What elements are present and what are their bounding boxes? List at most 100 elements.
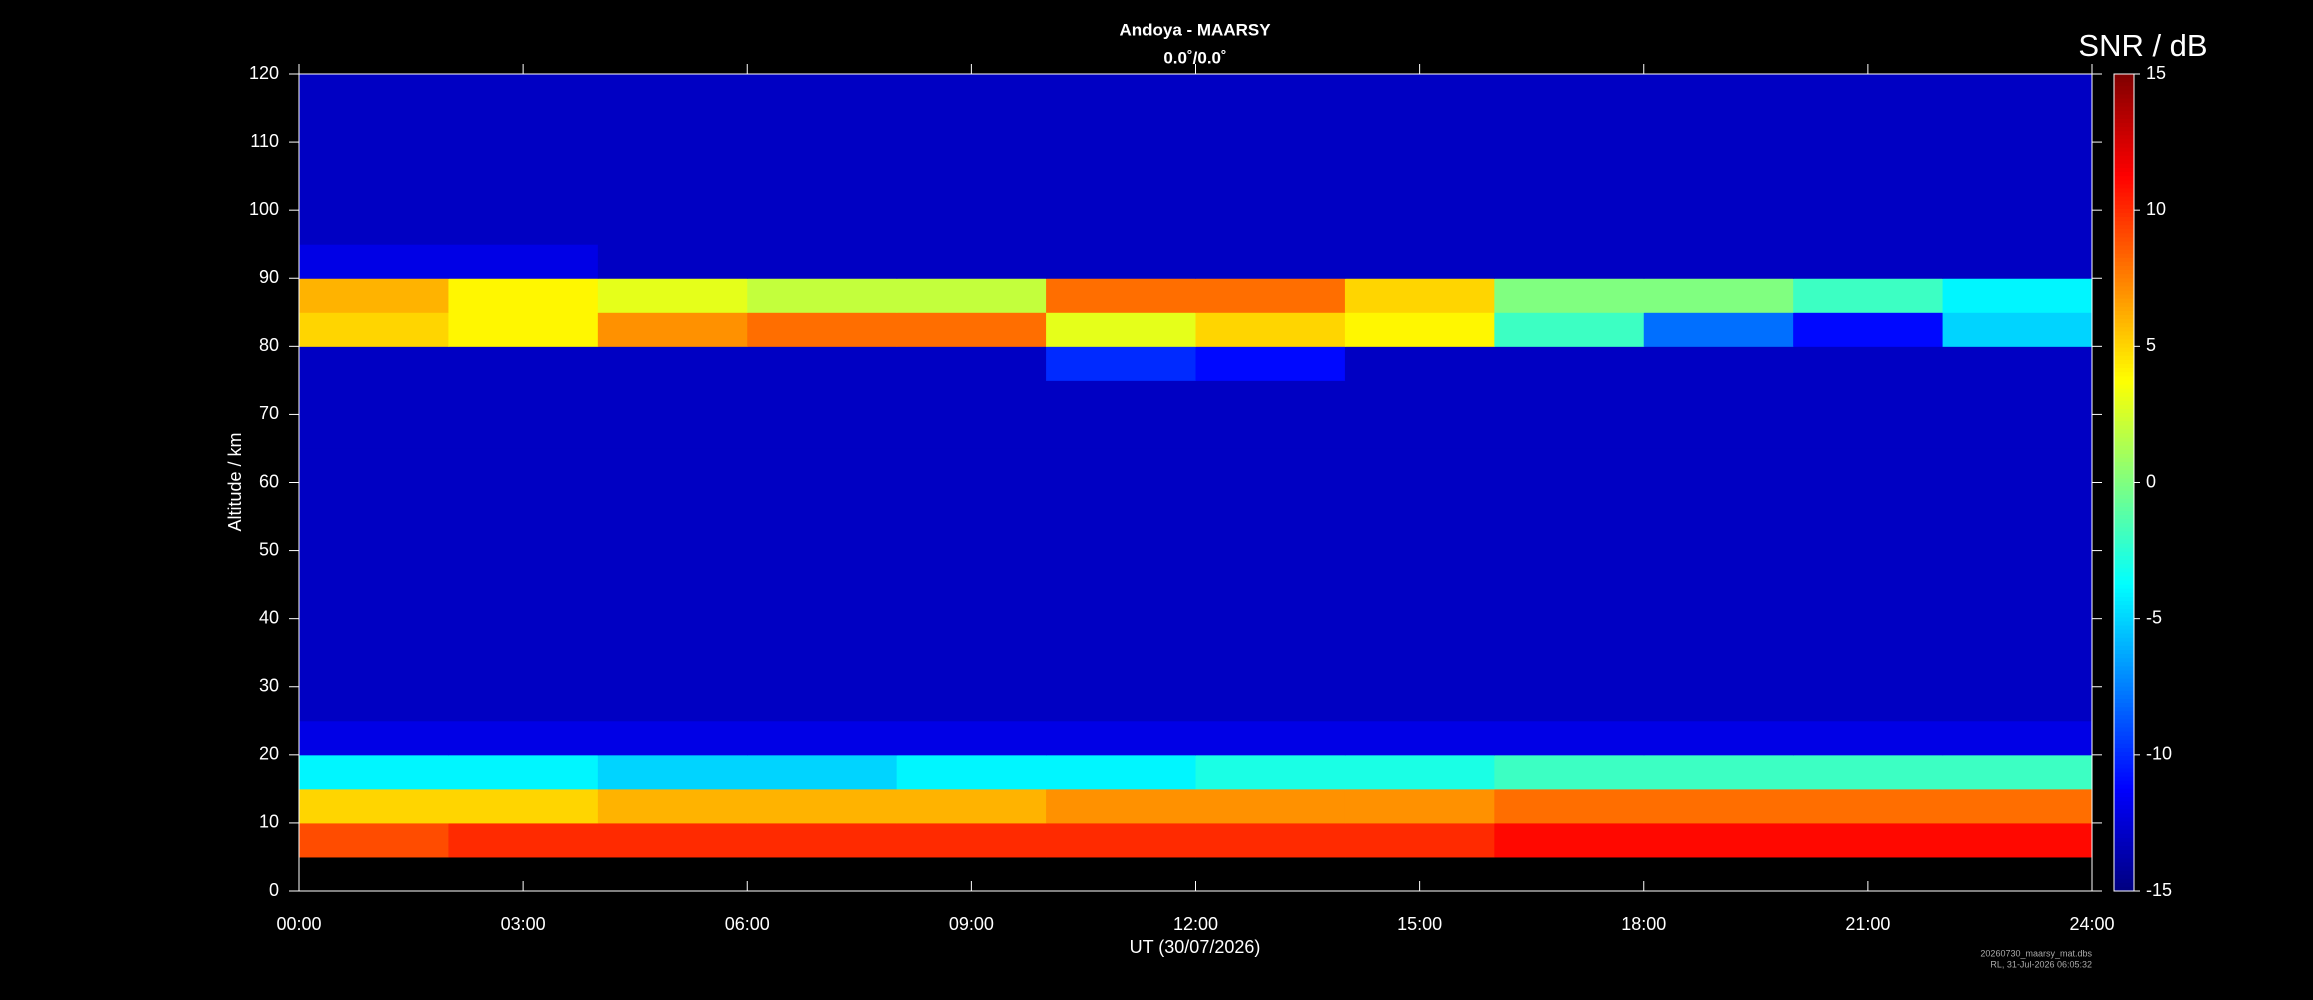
heat-cell bbox=[1494, 244, 1645, 279]
heat-cell bbox=[1643, 720, 1794, 756]
colorbar-segment bbox=[2114, 200, 2134, 206]
colorbar-segment bbox=[2114, 310, 2134, 316]
heat-cell bbox=[1195, 618, 1346, 654]
heat-cell bbox=[1942, 278, 2093, 313]
heat-cell bbox=[1494, 142, 1645, 177]
heat-cell bbox=[597, 686, 748, 722]
heat-cell bbox=[1494, 74, 1645, 109]
colorbar-segment bbox=[2114, 221, 2134, 226]
colorbar-segment bbox=[2114, 114, 2134, 120]
colorbar-segment bbox=[2114, 694, 2134, 700]
heat-cell bbox=[1195, 550, 1346, 586]
colorbar-segment bbox=[2114, 715, 2134, 721]
heat-cell bbox=[597, 108, 748, 143]
heat-cell bbox=[1793, 380, 1944, 415]
heat-cell bbox=[1046, 448, 1196, 483]
colorbar-segment bbox=[2114, 792, 2134, 798]
colorbar-segment bbox=[2114, 629, 2134, 635]
x-tick-label: 15:00 bbox=[1397, 914, 1442, 934]
heat-cell bbox=[747, 346, 898, 381]
heat-cell bbox=[299, 482, 449, 518]
colorbar-segment bbox=[2114, 731, 2134, 737]
heat-cell bbox=[1344, 652, 1495, 688]
heat-cell bbox=[1793, 686, 1944, 722]
colorbar-segment bbox=[2114, 180, 2134, 185]
heat-cell bbox=[1494, 754, 1645, 790]
heat-cell bbox=[448, 380, 599, 415]
heat-cell bbox=[1344, 516, 1495, 552]
heat-cell bbox=[1344, 686, 1495, 722]
heat-cell bbox=[1643, 652, 1794, 688]
colorbar-segment bbox=[2114, 666, 2134, 672]
colorbar-segment bbox=[2114, 261, 2134, 267]
colorbar-segment bbox=[2114, 703, 2134, 708]
heat-cell bbox=[1942, 482, 2093, 518]
colorbar-segment bbox=[2114, 735, 2134, 741]
colorbar-tick-label: 10 bbox=[2146, 199, 2166, 219]
heat-cell bbox=[1344, 788, 1495, 824]
chart-subtitle: 0.0˚/0.0˚ bbox=[1163, 48, 1226, 67]
colorbar-segment bbox=[2114, 674, 2134, 680]
colorbar-segment bbox=[2114, 74, 2134, 79]
heat-cell bbox=[896, 244, 1047, 279]
y-tick-label: 20 bbox=[259, 744, 279, 764]
colorbar-segment bbox=[2114, 649, 2134, 655]
colorbar-segment bbox=[2114, 417, 2134, 422]
colorbar-segment bbox=[2114, 388, 2134, 394]
colorbar-segment bbox=[2114, 453, 2134, 459]
heat-cell bbox=[1643, 346, 1794, 381]
heat-cell bbox=[597, 652, 748, 688]
heat-cell bbox=[299, 550, 449, 586]
colorbar-segment bbox=[2114, 817, 2134, 823]
heat-cell bbox=[1344, 584, 1495, 620]
heat-cell bbox=[1942, 346, 2093, 381]
heat-cell bbox=[299, 176, 449, 211]
heat-cell bbox=[747, 754, 898, 790]
colorbar-segment bbox=[2114, 159, 2134, 165]
colorbar-segment bbox=[2114, 270, 2134, 275]
heat-cell bbox=[896, 788, 1047, 824]
heat-cell bbox=[1793, 584, 1944, 620]
heat-cell bbox=[1793, 210, 1944, 245]
heat-cell bbox=[1494, 652, 1645, 688]
heat-cell bbox=[1494, 414, 1645, 449]
heat-cell bbox=[448, 720, 599, 756]
colorbar-segment bbox=[2114, 572, 2134, 578]
colorbar-segment bbox=[2114, 90, 2134, 96]
colorbar-segment bbox=[2114, 196, 2134, 202]
heat-cell bbox=[1643, 108, 1794, 143]
heat-cell bbox=[299, 312, 449, 347]
heat-cell bbox=[1942, 312, 2093, 347]
colorbar-segment bbox=[2114, 286, 2134, 292]
colorbar-segment bbox=[2114, 515, 2134, 520]
colorbar-segment bbox=[2114, 846, 2134, 851]
heat-cell bbox=[597, 312, 748, 347]
colorbar-segment bbox=[2114, 682, 2134, 688]
colorbar-segment bbox=[2114, 805, 2134, 810]
colorbar-segment bbox=[2114, 368, 2134, 373]
heat-cell bbox=[1344, 346, 1495, 381]
colorbar-segment bbox=[2114, 686, 2134, 692]
heat-cell bbox=[1643, 278, 1794, 313]
heat-cell bbox=[896, 686, 1047, 722]
heat-cell bbox=[1046, 652, 1196, 688]
colorbar-segment bbox=[2114, 429, 2134, 435]
heat-cell bbox=[1793, 108, 1944, 143]
colorbar-segment bbox=[2114, 78, 2134, 83]
heat-cell bbox=[1643, 414, 1794, 449]
colorbar-segment bbox=[2114, 776, 2134, 782]
heat-cell bbox=[448, 108, 599, 143]
colorbar-segment bbox=[2114, 176, 2134, 181]
heat-cell bbox=[299, 210, 449, 245]
heat-cell bbox=[1494, 550, 1645, 586]
colorbar-tick-label: 0 bbox=[2146, 471, 2156, 491]
heat-cell bbox=[448, 652, 599, 688]
colorbar-segment bbox=[2114, 833, 2134, 839]
colorbar-segment bbox=[2114, 445, 2134, 451]
colorbar-segment bbox=[2114, 265, 2134, 271]
heat-cell bbox=[1195, 448, 1346, 483]
heat-cell bbox=[1793, 312, 1944, 347]
colorbar-segment bbox=[2114, 756, 2134, 761]
heat-cell bbox=[1344, 74, 1495, 109]
heat-cell bbox=[1195, 652, 1346, 688]
